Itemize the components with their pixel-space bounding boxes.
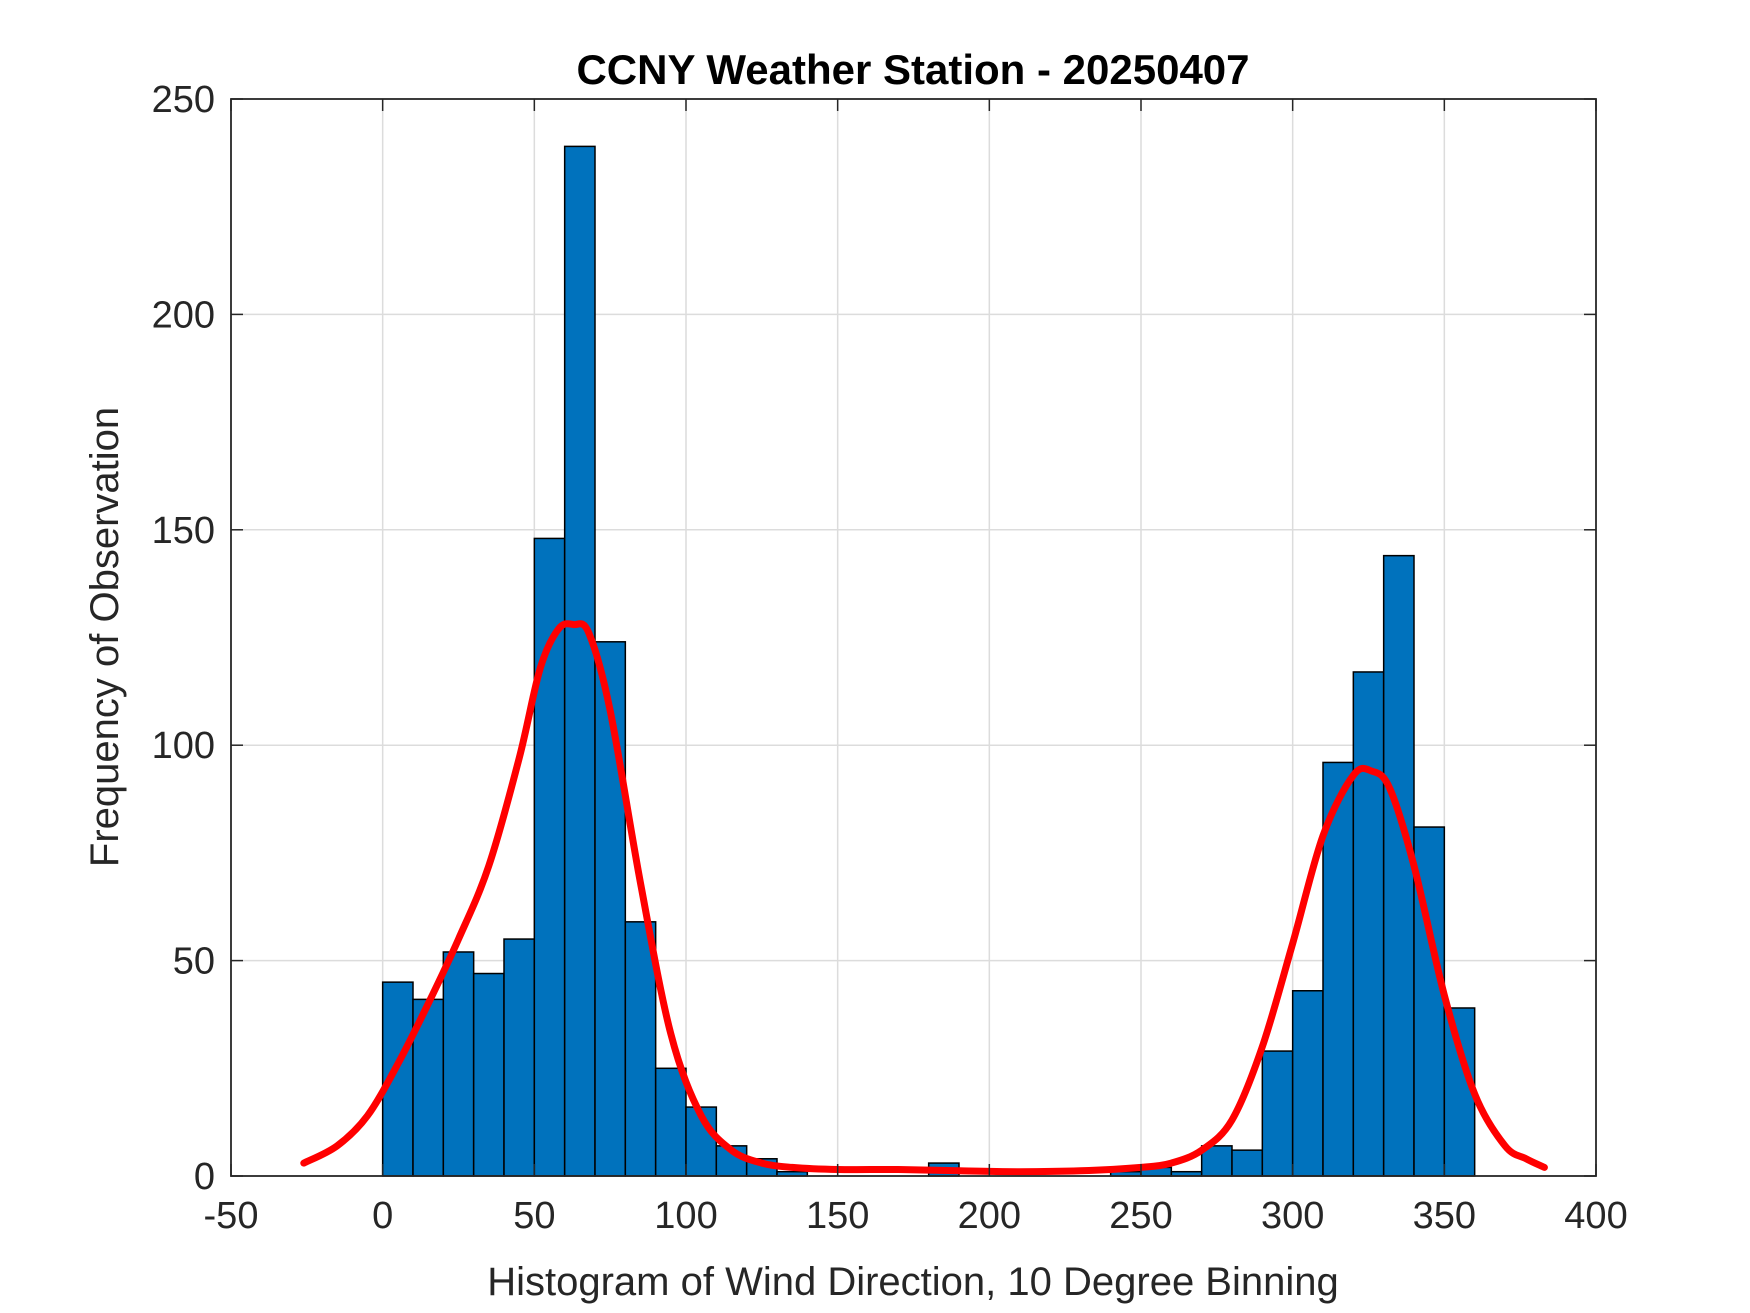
- histogram-bar: [1352, 671, 1385, 1177]
- histogram-bar: [1382, 554, 1415, 1177]
- x-tick-label: 200: [958, 1195, 1021, 1237]
- y-tick-label: 50: [173, 941, 215, 983]
- x-tick-label: 50: [513, 1195, 555, 1237]
- x-tick-label: -50: [204, 1195, 259, 1237]
- histogram-bar: [1291, 990, 1324, 1177]
- y-axis-label: Frequency of Observation: [83, 407, 127, 867]
- x-tick-label: 150: [806, 1195, 869, 1237]
- axes-box: [230, 98, 1597, 1177]
- x-tick-label: 300: [1261, 1195, 1324, 1237]
- x-tick-label: 100: [654, 1195, 717, 1237]
- histogram-bar: [654, 1067, 687, 1177]
- histogram-bar: [1261, 1050, 1294, 1177]
- x-tick-label: 400: [1564, 1195, 1627, 1237]
- y-tick-label: 250: [152, 79, 215, 121]
- tick-labels: -50 0 50 100 150 200 250 300 350 4000501001502002…: [152, 79, 1628, 1237]
- fit-curve-layer: [300, 620, 1548, 1176]
- x-tick-label: 250: [1109, 1195, 1172, 1237]
- axes: [230, 98, 1597, 1177]
- histogram-bar: [1231, 1149, 1264, 1177]
- fit-curve-line: [300, 620, 1548, 1176]
- histogram-bar: [624, 921, 657, 1177]
- x-tick-label: 0: [372, 1195, 393, 1237]
- histogram-bar: [503, 938, 536, 1177]
- histogram-bar: [563, 145, 596, 1177]
- histogram-bar: [442, 951, 475, 1177]
- histogram-bar: [533, 537, 566, 1177]
- histogram-bar: [472, 972, 505, 1177]
- histogram-bar: [1443, 1007, 1476, 1177]
- chart-title: CCNY Weather Station - 20250407: [576, 46, 1249, 93]
- x-axis-label: Histogram of Wind Direction, 10 Degree B…: [487, 1260, 1339, 1304]
- x-tick-label: 350: [1413, 1195, 1476, 1237]
- y-tick-label: 0: [194, 1156, 215, 1198]
- y-tick-label: 100: [152, 725, 215, 767]
- y-tick-label: 150: [152, 510, 215, 552]
- y-tick-label: 200: [152, 294, 215, 336]
- histogram-bar: [594, 641, 627, 1177]
